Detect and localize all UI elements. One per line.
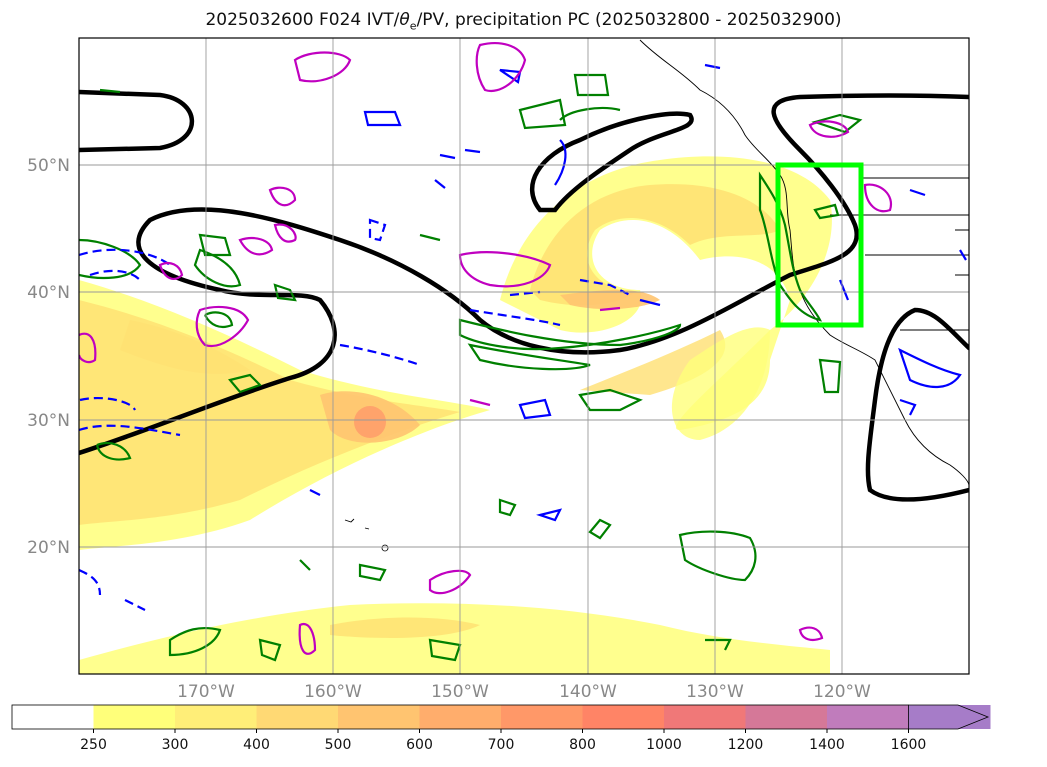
colorbar-label: 1000 xyxy=(646,737,682,753)
extra-contours xyxy=(79,42,893,655)
lon-label: 130°W xyxy=(686,682,744,700)
lon-label: 150°W xyxy=(431,682,489,700)
colorbar-cell xyxy=(664,705,746,729)
lat-label: 20°N xyxy=(27,538,70,558)
colorbar-cell xyxy=(419,705,502,729)
lon-label: 160°W xyxy=(304,682,362,700)
colorbar-cell xyxy=(582,705,665,729)
lon-label: 120°W xyxy=(813,682,871,700)
colorbar-label: 1200 xyxy=(728,737,764,753)
colorbar-label: 700 xyxy=(488,737,515,753)
colorbar-label: 400 xyxy=(243,737,270,753)
colorbar-frame xyxy=(11,704,909,730)
graticule xyxy=(79,38,969,674)
colorbar-extend-arrow xyxy=(908,704,990,730)
colorbar-cell xyxy=(256,705,339,729)
pv-contours xyxy=(79,89,969,502)
colorbar-cell xyxy=(827,705,909,729)
colorbar-cells xyxy=(11,704,991,730)
colorbar-label: 500 xyxy=(325,737,352,753)
colorbar-cell xyxy=(12,705,94,729)
lat-label: 50°N xyxy=(27,156,70,176)
map-panel: 20°N 30°N 40°N 50°N 170°W 160°W 150°W 14… xyxy=(27,37,970,700)
thetae-contours xyxy=(79,63,967,611)
lon-label: 140°W xyxy=(559,682,617,700)
colorbar-label: 800 xyxy=(569,737,596,753)
chart-title: 2025032600 F024 IVT/θe/PV, precipitation… xyxy=(205,10,842,33)
colorbar-label: 300 xyxy=(162,737,189,753)
colorbar-cell xyxy=(338,705,420,729)
lat-label: 30°N xyxy=(27,411,70,431)
colorbar-cell xyxy=(745,705,828,729)
lat-label: 40°N xyxy=(27,283,70,303)
colorbar-labels: 250 300 400 500 600 700 800 1000 1200 1400 1600 xyxy=(80,729,926,753)
lon-labels: 170°W 160°W 150°W 140°W 130°W 120°W xyxy=(177,682,871,700)
colorbar-label: 250 xyxy=(80,737,107,753)
colorbar-cell xyxy=(501,705,583,729)
colorbar-label: 600 xyxy=(406,737,433,753)
colorbar-cell xyxy=(175,705,257,729)
map-frame xyxy=(78,37,970,675)
colorbar-label: 1600 xyxy=(891,737,927,753)
highlight-box xyxy=(775,162,864,328)
lat-labels: 20°N 30°N 40°N 50°N xyxy=(27,156,70,558)
colorbar-label: 1400 xyxy=(809,737,845,753)
lon-label: 170°W xyxy=(177,682,235,700)
colorbar-cell xyxy=(908,705,991,729)
colorbar-cell xyxy=(93,705,176,729)
